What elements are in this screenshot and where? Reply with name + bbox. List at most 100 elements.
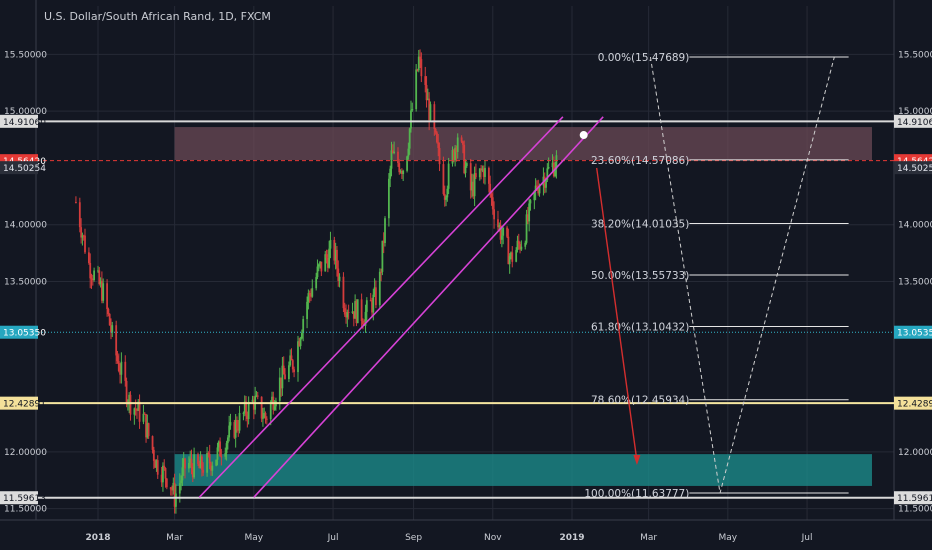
candle-body bbox=[200, 456, 203, 470]
candle-body bbox=[163, 465, 166, 469]
x-tick-label: 2018 bbox=[85, 533, 110, 543]
x-tick-label: Jul bbox=[327, 533, 339, 543]
candle-body bbox=[108, 314, 111, 326]
candle-body bbox=[471, 181, 473, 191]
candle-body bbox=[220, 456, 223, 458]
right-y-tick-label: 11.50000 bbox=[898, 505, 932, 515]
candle-body bbox=[554, 168, 557, 177]
candle-body bbox=[252, 399, 255, 410]
left-y-tick-label: 15.00000 bbox=[4, 107, 47, 117]
candle-body bbox=[402, 170, 405, 174]
candle-body bbox=[429, 104, 432, 121]
candle-body bbox=[507, 236, 510, 265]
candle-body bbox=[372, 294, 375, 313]
candle-body bbox=[324, 254, 327, 272]
candle-body bbox=[217, 441, 220, 448]
candle-body bbox=[199, 456, 202, 469]
right-price-tag-bg bbox=[894, 491, 932, 505]
candle-body bbox=[469, 163, 472, 191]
candle-body bbox=[297, 341, 299, 373]
candle-body bbox=[481, 168, 484, 171]
x-tick-label: Jul bbox=[801, 533, 813, 543]
candle-body bbox=[393, 151, 395, 154]
candle-body bbox=[451, 150, 454, 164]
candle-body bbox=[482, 168, 485, 177]
candle-body bbox=[343, 308, 346, 315]
candle-body bbox=[373, 287, 376, 295]
candle-body bbox=[90, 278, 93, 280]
fib-level-label: 50.00%(13.55733) bbox=[591, 270, 689, 282]
candle-body bbox=[317, 264, 320, 267]
price-axes: 15.50000 15.50000 15.00000 15.00000 14.00000… bbox=[0, 50, 932, 515]
zones bbox=[174, 127, 872, 486]
candle-body bbox=[119, 370, 121, 375]
candle-body bbox=[475, 173, 477, 178]
x-tick-label: Sep bbox=[405, 533, 422, 543]
candle-body bbox=[280, 377, 283, 389]
candle-body bbox=[391, 150, 394, 154]
candle-body bbox=[225, 443, 228, 454]
candle-body bbox=[534, 185, 537, 191]
candle-body bbox=[336, 249, 338, 269]
left-price-tag-bg bbox=[0, 396, 38, 410]
candle-body bbox=[260, 396, 263, 419]
candle-body bbox=[500, 235, 503, 240]
candle-body bbox=[417, 56, 420, 71]
left-y-tick-label: 14.00000 bbox=[4, 221, 47, 231]
candle-body bbox=[484, 167, 486, 177]
candle-body bbox=[300, 332, 303, 339]
candle-body bbox=[510, 252, 512, 257]
candle-body bbox=[306, 301, 308, 320]
candle-body bbox=[273, 406, 276, 410]
candle-body bbox=[169, 487, 172, 490]
candle-body bbox=[154, 460, 157, 468]
projection-arrow-head bbox=[633, 454, 641, 465]
candle-body bbox=[269, 402, 272, 420]
candle-body bbox=[338, 276, 341, 281]
candle-body bbox=[320, 261, 323, 272]
candle-body bbox=[360, 299, 363, 321]
candle-body bbox=[128, 394, 131, 404]
candle-body bbox=[110, 325, 112, 333]
x-tick-label: 2019 bbox=[559, 533, 584, 543]
left-price-tag: 11.59613 bbox=[3, 494, 46, 504]
candle-body bbox=[172, 482, 175, 491]
candle-body bbox=[437, 142, 440, 148]
left-price-tag-bg bbox=[0, 491, 38, 505]
candle-body bbox=[246, 415, 249, 420]
demand-zone bbox=[174, 454, 872, 486]
candle-body bbox=[129, 394, 132, 415]
fib-level-label: 78.60%(12.45934) bbox=[591, 395, 689, 407]
candle-body bbox=[419, 56, 421, 60]
candle-body bbox=[438, 147, 441, 165]
candle-body bbox=[369, 300, 372, 302]
candle-body bbox=[151, 436, 154, 450]
right-price-tag: 11.59613 bbox=[897, 494, 932, 504]
candle-body bbox=[538, 185, 541, 194]
candle-body bbox=[356, 299, 359, 324]
right-price-tag: 13.05350 bbox=[897, 329, 932, 339]
candle-body bbox=[99, 280, 102, 284]
candle-body bbox=[546, 168, 549, 181]
candle-body bbox=[489, 183, 492, 194]
candle-body bbox=[380, 271, 383, 273]
x-tick-label: Mar bbox=[640, 533, 657, 543]
supply-zone bbox=[174, 127, 872, 161]
candle-body bbox=[156, 460, 159, 475]
candle-body bbox=[319, 261, 321, 265]
candle-body bbox=[226, 437, 229, 444]
candle-body bbox=[215, 459, 218, 466]
candle-body bbox=[399, 170, 402, 173]
fib-level-label: 100.00%(11.63777) bbox=[584, 488, 689, 500]
candle-body bbox=[111, 325, 114, 333]
candle-body bbox=[528, 203, 531, 222]
x-tick-label: May bbox=[245, 533, 264, 543]
candle-body bbox=[137, 401, 140, 411]
candle-body bbox=[84, 235, 86, 253]
candle-body bbox=[460, 137, 463, 142]
candle-body bbox=[78, 202, 81, 228]
candle-body bbox=[271, 396, 273, 403]
channel-line bbox=[253, 116, 604, 498]
candle-body bbox=[290, 355, 293, 361]
